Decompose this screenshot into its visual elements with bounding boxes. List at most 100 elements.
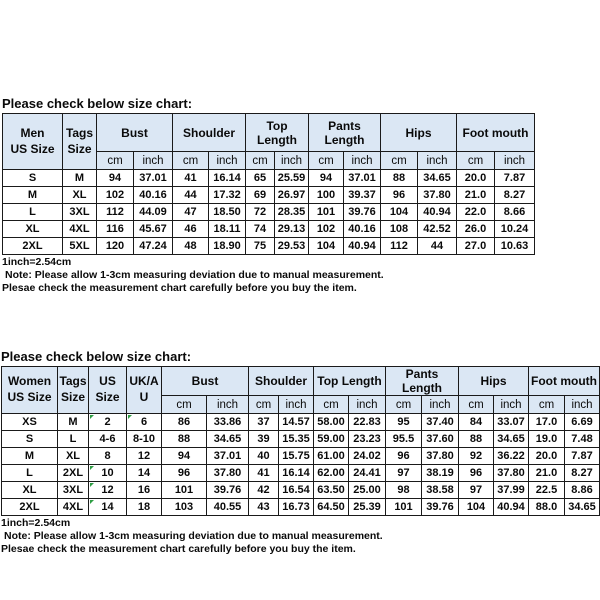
- measurement-cell: 44: [417, 237, 457, 255]
- measurement-cell: 46: [172, 220, 209, 238]
- column-group-header: Shoulder: [172, 113, 246, 152]
- measurement-cell: 28.35: [274, 203, 309, 221]
- measurement-cell: 8.27: [564, 464, 600, 482]
- measurement-cell: 36.22: [493, 447, 529, 465]
- column-group-header: Bust: [161, 366, 249, 396]
- measurement-cell: 88: [161, 430, 207, 448]
- unit-header: cm: [456, 151, 495, 170]
- uk-au-size-header: UK/A U: [126, 366, 162, 414]
- measurement-cell: 39: [248, 430, 279, 448]
- measurement-cell: 120: [96, 237, 134, 255]
- women-size-table: Women US Size Tags Size US Size UK/A U Bust S…: [1, 366, 600, 516]
- measurement-cell: 94: [161, 447, 207, 465]
- measurement-cell: 102: [96, 186, 134, 204]
- measurement-cell: 96: [161, 464, 207, 482]
- measurement-cell: 22.83: [348, 413, 386, 431]
- measurement-cell: 40.94: [417, 203, 457, 221]
- measurement-cell: 15.75: [278, 447, 314, 465]
- measurement-cell: 25.59: [274, 169, 309, 187]
- measurement-cell: 103: [161, 498, 207, 516]
- measurement-cell: 7.48: [564, 430, 600, 448]
- measurement-cell: 40.55: [206, 498, 249, 516]
- note-check-before-buy: Plesae check the measurement chart caref…: [2, 282, 357, 294]
- measurement-cell: 45.67: [133, 220, 173, 238]
- measurement-cell: 42.52: [417, 220, 457, 238]
- column-group-header: Hips: [380, 113, 457, 152]
- men-size-chart-section: Please check below size chart: Men US Si…: [2, 96, 536, 295]
- measurement-cell: 23.23: [348, 430, 386, 448]
- size-label-cell: 4XL: [57, 498, 89, 516]
- cell-flag-icon: [90, 466, 94, 470]
- measurement-cell: 26.97: [274, 186, 309, 204]
- measurement-cell: 101: [161, 481, 207, 499]
- size-label-cell: 14: [88, 498, 127, 516]
- measurement-cell: 25.39: [348, 498, 386, 516]
- size-label-cell: 2XL: [2, 237, 63, 255]
- measurement-cell: 104: [380, 203, 418, 221]
- measurement-cell: 37.80: [421, 447, 459, 465]
- measurement-cell: 108: [380, 220, 418, 238]
- unit-header: inch: [564, 395, 600, 414]
- measurement-cell: 39.76: [343, 203, 381, 221]
- measurement-cell: 64.50: [313, 498, 349, 516]
- measurement-cell: 95.5: [385, 430, 422, 448]
- column-group-header: Bust: [96, 113, 173, 152]
- size-label-cell: 14: [126, 464, 162, 482]
- size-label-cell: M: [1, 447, 58, 465]
- measurement-cell: 100: [308, 186, 344, 204]
- unit-header: inch: [133, 151, 173, 170]
- measurement-cell: 72: [245, 203, 275, 221]
- size-label-cell: M: [57, 413, 89, 431]
- measurement-cell: 94: [96, 169, 134, 187]
- measurement-cell: 61.00: [313, 447, 349, 465]
- measurement-cell: 41: [172, 169, 209, 187]
- unit-header: inch: [278, 395, 314, 414]
- measurement-cell: 21.0: [528, 464, 565, 482]
- column-group-header: Foot mouth: [456, 113, 535, 152]
- size-label-cell: 12: [88, 481, 127, 499]
- measurement-cell: 40.94: [493, 498, 529, 516]
- women-chart-notes: 1inch=2.54cm Note: Please allow 1-3cm me…: [1, 517, 600, 556]
- column-group-header: Top Length: [313, 366, 386, 396]
- measurement-cell: 15.35: [278, 430, 314, 448]
- women-table-row: XL 3XL 12 16 101 39.76 42 16.54 63.50 25.00 98 38.5…: [1, 481, 600, 499]
- measurement-cell: 7.87: [564, 447, 600, 465]
- measurement-cell: 16.14: [208, 169, 246, 187]
- size-label-cell: L: [1, 464, 58, 482]
- women-table-row: 2XL 4XL 14 18 103 40.55 43 16.73 64.50 25.39 101 39…: [1, 498, 600, 516]
- measurement-cell: 33.07: [493, 413, 529, 431]
- note-check-before-buy: Plesae check the measurement chart caref…: [1, 543, 356, 555]
- measurement-cell: 24.41: [348, 464, 386, 482]
- men-table-row: L 3XL 112 44.09 47 18.50 72 28.35 101 39.76 104 40.…: [2, 203, 535, 221]
- measurement-cell: 16.54: [278, 481, 314, 499]
- unit-header: inch: [494, 151, 535, 170]
- measurement-cell: 112: [96, 203, 134, 221]
- measurement-cell: 40: [248, 447, 279, 465]
- men-table-row: S M 94 37.01 41 16.14 65 25.59 94 37.01 88 34.65 20.…: [2, 169, 535, 187]
- measurement-cell: 18.90: [208, 237, 246, 255]
- men-size-table: Men US Size Tags Size Bust Shoulder Top Leng…: [2, 113, 535, 255]
- measurement-cell: 26.0: [456, 220, 495, 238]
- measurement-cell: 25.00: [348, 481, 386, 499]
- measurement-cell: 88: [380, 169, 418, 187]
- measurement-cell: 7.87: [494, 169, 535, 187]
- measurement-cell: 20.0: [456, 169, 495, 187]
- unit-header: inch: [343, 151, 381, 170]
- men-chart-title: Please check below size chart:: [2, 96, 193, 111]
- size-label-cell: 2XL: [57, 464, 89, 482]
- cell-flag-icon: [90, 483, 94, 487]
- measurement-cell: 6.69: [564, 413, 600, 431]
- unit-header: inch: [417, 151, 457, 170]
- size-label-cell: 8-10: [126, 430, 162, 448]
- measurement-cell: 48: [172, 237, 209, 255]
- measurement-cell: 21.0: [456, 186, 495, 204]
- unit-header: inch: [206, 395, 249, 414]
- measurement-cell: 102: [308, 220, 344, 238]
- measurement-cell: 65: [245, 169, 275, 187]
- measurement-cell: 22.0: [456, 203, 495, 221]
- measurement-cell: 37.80: [417, 186, 457, 204]
- measurement-cell: 18.11: [208, 220, 246, 238]
- column-group-header: Foot mouth: [528, 366, 600, 396]
- unit-header: cm: [161, 395, 207, 414]
- measurement-cell: 84: [458, 413, 494, 431]
